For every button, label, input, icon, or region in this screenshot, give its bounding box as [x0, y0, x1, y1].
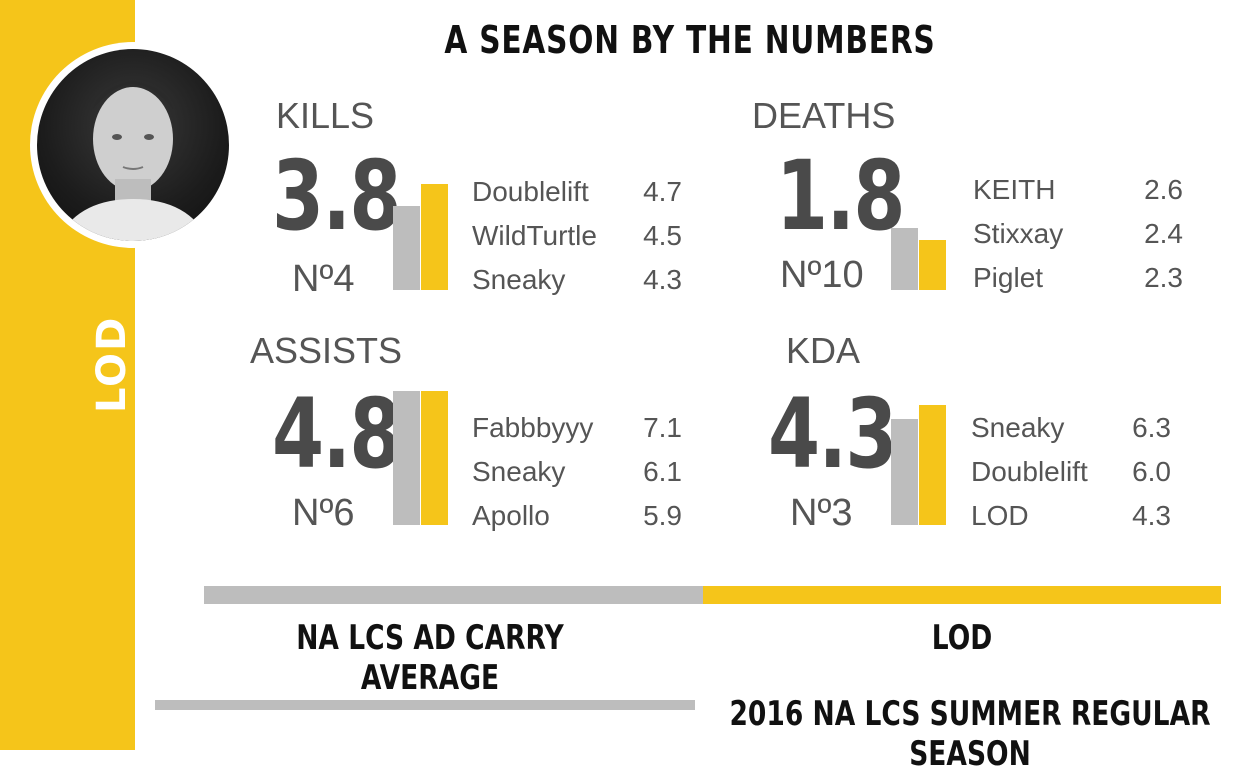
list-item: Doublelift 6.0	[971, 456, 1171, 487]
footer-caption: 2016 NA LCS SUMMER REGULAR SEASON	[729, 694, 1211, 774]
legend-average-label: NA LCS AD CARRY AVERAGE	[296, 618, 564, 698]
list-item: KEITH 2.6	[973, 174, 1183, 205]
list-item: LOD 4.3	[971, 500, 1171, 531]
stat-rank: Nº4	[292, 258, 355, 300]
comparison-bars	[891, 150, 951, 290]
page-title: A SEASON BY THE NUMBERS	[444, 18, 936, 62]
top-list: Fabbbyyy 7.1 Sneaky 6.1 Apollo 5.9	[472, 406, 682, 538]
player-name-vertical: LOD	[89, 315, 135, 413]
stat-value: 4.3	[768, 378, 898, 490]
list-item: Apollo 5.9	[472, 500, 682, 531]
stat-label: ASSISTS	[250, 330, 403, 371]
list-item: Sneaky 4.3	[472, 264, 682, 295]
footer-divider	[155, 700, 695, 710]
stat-rank: Nº3	[790, 492, 853, 534]
player-bar	[919, 240, 946, 290]
list-item: Fabbbyyy 7.1	[472, 412, 682, 443]
comparison-bars	[891, 385, 951, 525]
top-list: Doublelift 4.7 WildTurtle 4.5 Sneaky 4.3	[472, 170, 682, 302]
list-item: Sneaky 6.3	[971, 412, 1171, 443]
stat-value: 3.8	[272, 140, 402, 252]
stat-label: KILLS	[276, 95, 375, 136]
top-list: KEITH 2.6 Stixxay 2.4 Piglet 2.3	[973, 168, 1183, 300]
average-bar	[393, 391, 420, 525]
player-bar	[421, 391, 448, 525]
legend-player-swatch	[703, 586, 1221, 604]
average-bar	[891, 419, 918, 525]
comparison-bars	[393, 385, 453, 525]
list-item: WildTurtle 4.5	[472, 220, 682, 251]
comparison-bars	[393, 150, 453, 290]
player-bar	[919, 405, 946, 525]
player-silhouette-icon	[57, 81, 209, 241]
stat-label: KDA	[786, 330, 861, 371]
stat-rank: Nº6	[292, 492, 355, 534]
stat-value: 4.8	[272, 378, 402, 490]
list-item: Doublelift 4.7	[472, 176, 682, 207]
stat-value: 1.8	[776, 140, 906, 252]
list-item: Stixxay 2.4	[973, 218, 1183, 249]
stat-rank: Nº10	[780, 254, 864, 296]
list-item: Piglet 2.3	[973, 262, 1183, 293]
top-list: Sneaky 6.3 Doublelift 6.0 LOD 4.3	[971, 406, 1171, 538]
player-photo	[37, 49, 229, 241]
legend-average-swatch	[204, 586, 704, 604]
average-bar	[393, 206, 420, 290]
average-bar	[891, 228, 918, 290]
legend-player-label: LOD	[931, 618, 993, 658]
stat-label: DEATHS	[752, 95, 896, 136]
player-bar	[421, 184, 448, 290]
list-item: Sneaky 6.1	[472, 456, 682, 487]
avatar	[30, 42, 236, 248]
